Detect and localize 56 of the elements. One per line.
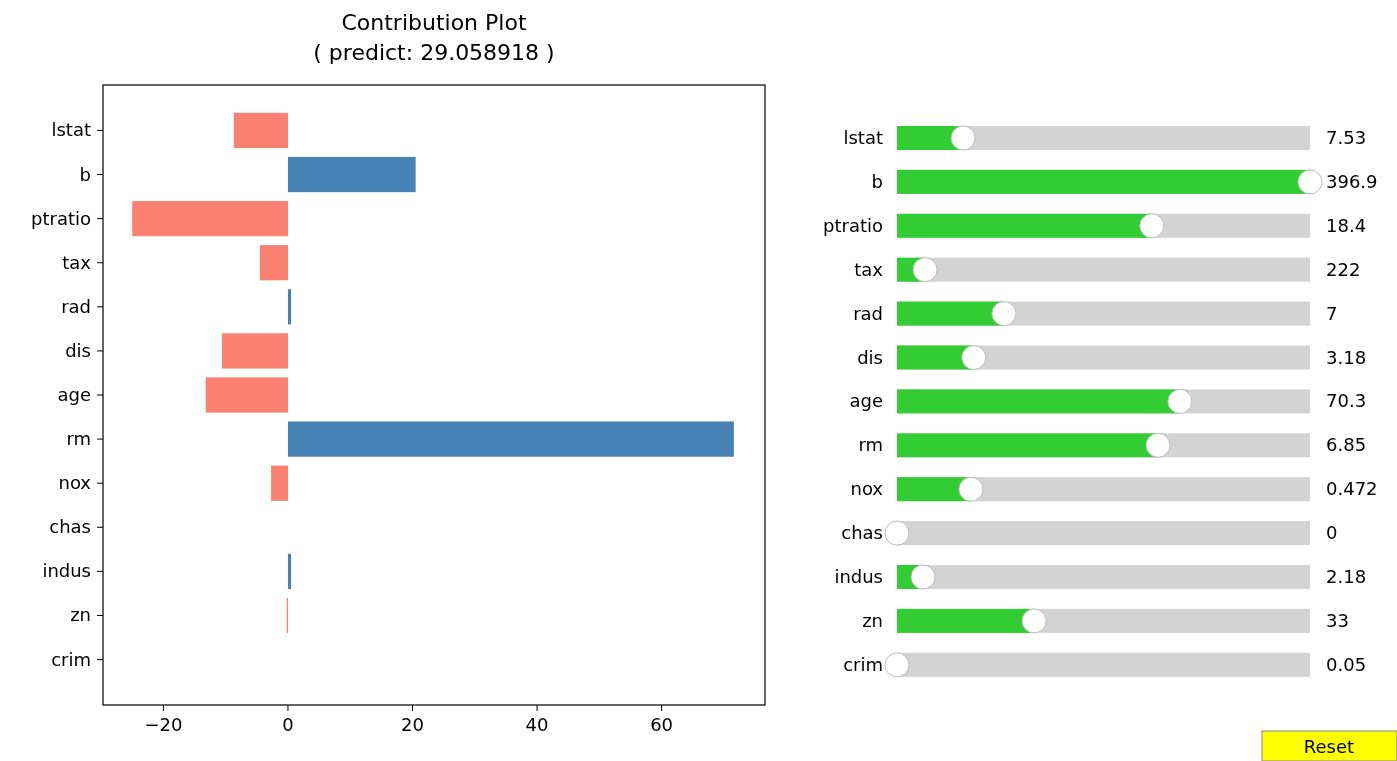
y-tick-label: crim (51, 648, 91, 670)
bar (287, 289, 292, 325)
y-tick-label: indus (42, 560, 91, 582)
chart-title: Contribution Plot ( predict: 29.058918 ) (313, 10, 555, 65)
category-label: ptratio (823, 214, 883, 236)
y-tick-label: chas (49, 516, 91, 538)
y-tick-label: age (57, 384, 91, 405)
category-label: dis (857, 346, 883, 368)
y-tick-label: b (79, 163, 91, 185)
x-tick-label: 20 (401, 714, 424, 735)
y-tick-label: tax (62, 251, 92, 273)
data-label: 396.9 (1326, 170, 1378, 192)
y-tick-label: dis (65, 339, 91, 361)
category-label: zn (862, 609, 883, 631)
bar (271, 465, 288, 501)
bar (132, 200, 288, 237)
category-label: crim (843, 653, 883, 675)
category-label: nox (850, 478, 884, 500)
y-tick-label: lstat (51, 119, 91, 141)
bar (287, 156, 416, 193)
data-label: 3.18 (1326, 346, 1367, 368)
data-label: 7 (1326, 302, 1338, 324)
text: Reset (1303, 736, 1355, 757)
bar (205, 377, 288, 413)
y-tick-label: nox (58, 472, 92, 494)
data-label: 7.53 (1326, 127, 1367, 148)
data-label: 33 (1326, 609, 1349, 631)
data-label: 18.4 (1326, 214, 1367, 236)
bar (287, 421, 734, 457)
data-label: 222 (1326, 258, 1361, 280)
data-label: 0.05 (1326, 653, 1367, 675)
data-label: 6.85 (1326, 434, 1367, 456)
y-tick-label: zn (70, 604, 91, 626)
category-label: rm (858, 434, 883, 456)
bar (233, 112, 288, 149)
bar (287, 553, 292, 590)
data-label: 0 (1326, 522, 1338, 544)
y-tick-label: rad (61, 295, 91, 317)
category-label: rad (853, 302, 883, 324)
category-label: tax (854, 258, 884, 280)
x-tick-label: 60 (650, 714, 674, 735)
x-tick-label: 40 (525, 714, 549, 735)
data-label: 0.472 (1326, 478, 1378, 500)
category-label: age (849, 390, 883, 412)
bar (259, 245, 288, 281)
category-label: lstat (843, 127, 883, 148)
y-tick-label: ptratio (31, 207, 91, 229)
x-tick-label: −20 (144, 714, 183, 735)
x-tick-label: 0 (282, 714, 294, 735)
data-label: 2.18 (1326, 566, 1367, 587)
category-label: b (871, 170, 883, 192)
data-label: 70.3 (1326, 390, 1367, 412)
bar (221, 333, 288, 369)
category-label: chas (841, 522, 883, 544)
y-tick-label: rm (66, 428, 91, 450)
category-label: indus (834, 566, 883, 587)
